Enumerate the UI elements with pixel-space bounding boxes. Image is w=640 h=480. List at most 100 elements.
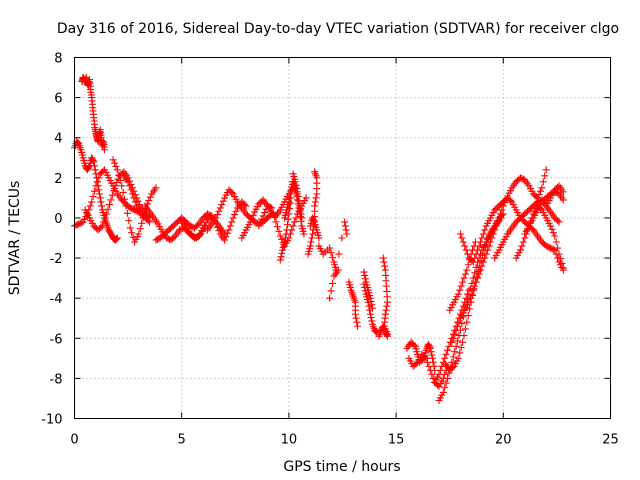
data-point xyxy=(469,258,477,266)
series-arc-17 xyxy=(315,218,351,274)
data-point xyxy=(554,244,562,252)
data-point xyxy=(441,354,449,362)
data-point xyxy=(469,286,477,294)
data-point xyxy=(471,254,479,262)
data-point xyxy=(146,193,154,201)
y-tick-label: 6 xyxy=(54,92,62,107)
data-point xyxy=(97,223,105,231)
data-point xyxy=(311,202,319,210)
data-point xyxy=(457,282,465,290)
data-point xyxy=(135,230,143,238)
x-tick-label: 15 xyxy=(388,433,405,448)
data-point xyxy=(464,312,472,320)
data-point xyxy=(380,258,388,266)
data-point xyxy=(144,217,152,225)
data-point xyxy=(310,217,318,225)
data-point xyxy=(368,317,376,325)
data-point xyxy=(463,318,471,326)
data-point xyxy=(123,209,131,217)
data-point xyxy=(272,218,280,226)
data-point xyxy=(360,268,368,276)
y-tick-label: -4 xyxy=(50,292,63,307)
data-point xyxy=(213,211,221,219)
y-tick-label: 2 xyxy=(54,172,62,187)
data-point xyxy=(536,187,544,195)
data-point xyxy=(381,262,389,270)
data-point xyxy=(427,348,435,356)
data-point xyxy=(481,254,489,262)
data-point xyxy=(131,198,139,206)
data-point xyxy=(326,244,334,252)
data-point xyxy=(113,166,121,174)
data-point xyxy=(312,194,320,202)
data-point xyxy=(146,218,154,226)
data-point xyxy=(93,174,101,182)
data-point xyxy=(452,342,460,350)
data-point xyxy=(552,238,560,246)
y-tick-label: -10 xyxy=(41,413,62,428)
data-point xyxy=(481,226,489,234)
data-point xyxy=(283,221,291,229)
data-point xyxy=(112,162,120,170)
data-point xyxy=(298,214,306,222)
data-point xyxy=(89,156,97,164)
data-point xyxy=(116,177,124,185)
data-point xyxy=(291,184,299,192)
data-point xyxy=(361,271,369,279)
data-point xyxy=(104,205,112,213)
data-point xyxy=(464,250,472,258)
series-arc-19 xyxy=(345,278,362,330)
data-point xyxy=(369,304,377,312)
y-tick-label: -6 xyxy=(50,332,63,347)
data-point xyxy=(101,146,109,154)
data-point xyxy=(293,196,301,204)
data-point xyxy=(459,238,467,246)
x-axis-label: GPS time / hours xyxy=(283,459,400,475)
series-arc-14 xyxy=(281,178,308,238)
data-point xyxy=(338,234,346,242)
data-point xyxy=(454,322,462,330)
data-point xyxy=(296,208,304,216)
data-point xyxy=(459,278,467,286)
data-point xyxy=(461,325,469,333)
data-point xyxy=(444,374,452,382)
data-point xyxy=(261,209,269,217)
data-point xyxy=(152,184,160,192)
y-axis-label: SDTVAR / TECUs xyxy=(7,181,23,296)
data-point xyxy=(341,222,349,230)
data-point xyxy=(351,310,359,318)
data-point xyxy=(297,217,305,225)
data-point xyxy=(121,195,129,203)
x-tick-label: 10 xyxy=(281,433,298,448)
data-point xyxy=(326,294,334,302)
data-point xyxy=(461,242,469,250)
data-point xyxy=(541,172,549,180)
y-tick-label: 8 xyxy=(54,52,62,67)
data-point xyxy=(456,230,464,238)
data-point xyxy=(223,229,231,237)
data-point xyxy=(111,159,119,167)
data-point xyxy=(542,166,550,174)
data-point xyxy=(506,197,514,205)
data-point xyxy=(136,225,144,233)
data-point xyxy=(90,158,98,166)
data-point xyxy=(343,230,351,238)
data-point xyxy=(291,218,299,226)
data-point xyxy=(125,217,133,225)
data-point xyxy=(308,234,316,242)
data-point xyxy=(275,227,283,235)
data-point xyxy=(215,207,223,215)
data-point xyxy=(118,182,126,190)
data-point xyxy=(95,186,103,194)
data-point xyxy=(546,222,554,230)
data-point xyxy=(555,250,563,258)
data-point xyxy=(222,233,230,241)
data-point xyxy=(464,261,472,269)
x-tick-labels: 0 5 10 15 20 25 xyxy=(70,433,618,448)
data-point xyxy=(436,366,444,374)
data-point xyxy=(442,350,450,358)
data-point xyxy=(294,193,302,201)
data-point xyxy=(285,198,293,206)
data-point xyxy=(461,270,469,278)
y-tick-labels: -10 -8 -6 -4 -2 0 2 4 6 8 xyxy=(41,52,62,428)
